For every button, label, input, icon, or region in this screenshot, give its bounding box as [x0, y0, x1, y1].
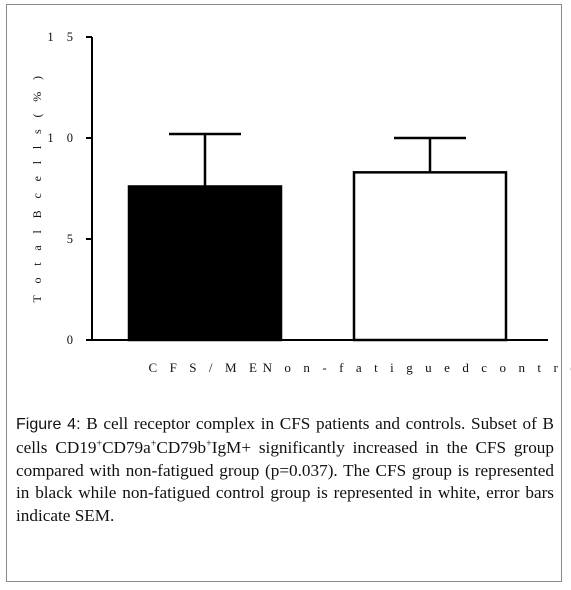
y-tick-label: 5	[67, 232, 78, 246]
caption-text-4: IgM+ significantly increased in the CFS …	[16, 437, 554, 526]
category-label: N o n - f a t i g u e d c o n t r o l	[263, 360, 571, 375]
figure-caption: Figure 4: B cell receptor complex in CFS…	[16, 413, 554, 528]
bars	[127, 171, 508, 342]
y-ticks: 0 5 1 0 1 5	[47, 30, 92, 347]
caption-text-3: CD79b	[156, 437, 207, 457]
y-tick-label: 1 5	[47, 30, 78, 44]
caption-label: Figure 4:	[16, 416, 81, 433]
bar	[127, 185, 283, 342]
bar	[352, 171, 508, 342]
error-bars	[169, 132, 466, 187]
caption-sup-1: +	[96, 438, 103, 450]
caption-text-1: B cell receptor complex in CFS patients …	[16, 414, 554, 457]
category-label: C F S / M E	[148, 360, 261, 375]
y-tick-label: 0	[67, 333, 78, 347]
y-axis-label: T o t a l B c e l l s ( % )	[30, 72, 44, 303]
caption-sup-3: +	[206, 438, 212, 450]
bar-chart: T o t a l B c e l l s ( % ) 0 5 1 0 1 5 C F…	[30, 30, 571, 375]
y-tick-label: 1 0	[47, 131, 78, 145]
caption-text-2: CD79a	[102, 437, 151, 457]
caption-sup-2: +	[150, 438, 157, 450]
